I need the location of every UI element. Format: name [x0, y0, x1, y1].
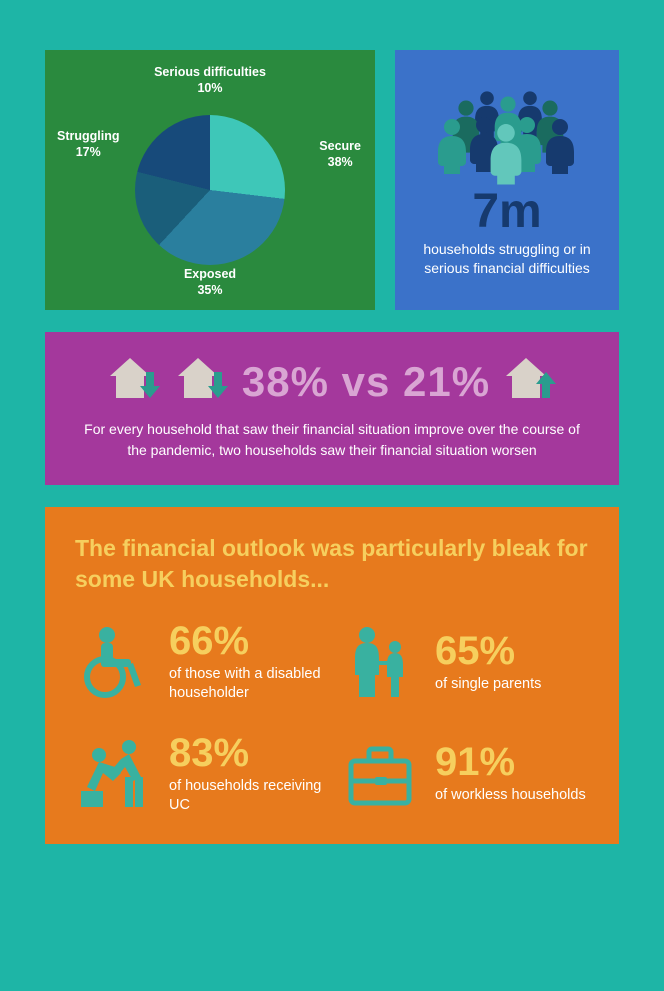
wheelchair-icon [75, 623, 153, 701]
pie-label-secure: Secure38% [319, 138, 361, 171]
outlook-pct: 66% [169, 621, 323, 661]
pie-chart-panel: Serious difficulties10% Struggling17% Se… [45, 50, 375, 310]
comparison-percentages: 38% vs 21% [242, 358, 490, 406]
outlook-desc: of those with a disabled householder [169, 665, 323, 703]
comparison-caption: For every household that saw their finan… [73, 419, 591, 461]
outlook-title: The financial outlook was particularly b… [75, 533, 589, 595]
house-down-icon-2 [174, 354, 230, 409]
outlook-pct: 91% [435, 742, 586, 782]
outlook-desc: of workless households [435, 786, 586, 805]
pie-chart [135, 115, 285, 265]
people-icon-cluster [432, 82, 582, 182]
outlook-pct: 65% [435, 631, 541, 671]
pie-label-struggling: Struggling17% [57, 128, 120, 161]
comparison-icons-row: 38% vs 21% [73, 354, 591, 409]
helping-hand-icon [75, 735, 153, 813]
outlook-item-uc: 83% of households receiving UC [75, 733, 323, 815]
pie-label-serious: Serious difficulties10% [154, 64, 266, 97]
house-down-icon-1 [106, 354, 162, 409]
households-stat-panel: 7m households struggling or in serious f… [395, 50, 619, 310]
parent-child-icon [341, 623, 419, 701]
outlook-grid: 66%of those with a disabled householder … [75, 621, 589, 814]
outlook-desc: of single parents [435, 675, 541, 694]
outlook-item-workless: 91% of workless households [341, 733, 589, 815]
outlook-panel: The financial outlook was particularly b… [45, 507, 619, 844]
top-row: Serious difficulties10% Struggling17% Se… [45, 50, 619, 310]
comparison-panel: 38% vs 21% For every household that saw … [45, 332, 619, 485]
outlook-item-single-parents: 65% of single parents [341, 621, 589, 703]
households-subtext: households struggling or in serious fina… [409, 240, 605, 278]
outlook-pct: 83% [169, 733, 323, 773]
house-up-icon [502, 354, 558, 409]
outlook-item-disabled: 66% of those with a disabled householder [75, 621, 323, 703]
households-big-number: 7m [472, 188, 541, 236]
outlook-desc: of households receiving UC [169, 777, 323, 815]
briefcase-icon [341, 735, 419, 813]
pie-label-exposed: Exposed35% [184, 266, 236, 299]
